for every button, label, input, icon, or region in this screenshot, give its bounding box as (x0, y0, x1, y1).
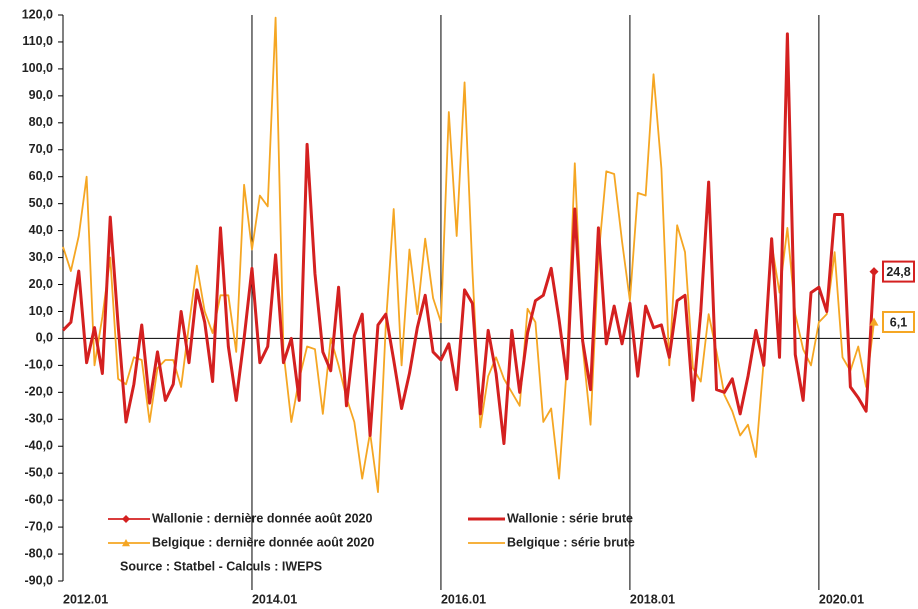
y-tick-label: -40,0 (25, 439, 54, 453)
y-tick-label: 100,0 (22, 61, 53, 75)
x-tick-label: 2018.01 (630, 592, 675, 606)
legend-label: Wallonie : série brute (507, 511, 633, 525)
legend-marker (122, 515, 130, 523)
y-tick-label: -90,0 (25, 573, 54, 587)
source-note: Source : Statbel - Calculs : IWEPS (120, 559, 322, 573)
value-label-frame (882, 310, 915, 333)
y-tick-label: 10,0 (29, 304, 53, 318)
y-tick-label: -70,0 (25, 519, 54, 533)
y-tick-label: 110,0 (22, 34, 53, 48)
legend-marker (122, 539, 130, 547)
value-label-frame (882, 260, 915, 283)
y-tick-label: 20,0 (29, 277, 53, 291)
y-tick-label: 30,0 (29, 250, 53, 264)
value-label: 24,8 (886, 265, 910, 279)
value-label-box: 24,8 (882, 260, 915, 283)
y-tick-label: 40,0 (29, 223, 53, 237)
y-tick-label: -30,0 (25, 412, 54, 426)
value-label-box: 6,1 (882, 310, 915, 333)
y-tick-label: -50,0 (25, 465, 54, 479)
x-tick-label: 2014.01 (252, 592, 297, 606)
x-tick-label: 2020.01 (819, 592, 864, 606)
legend-label: Belgique : série brute (507, 535, 635, 549)
y-tick-label: 60,0 (29, 169, 53, 183)
y-tick-label: 70,0 (29, 142, 53, 156)
value-label: 6,1 (890, 315, 907, 329)
y-tick-label: -60,0 (25, 492, 54, 506)
y-tick-label: -80,0 (25, 546, 54, 560)
y-tick-label: 120,0 (22, 7, 53, 21)
x-tick-label: 2012.01 (63, 592, 108, 606)
y-tick-label: 0,0 (36, 331, 53, 345)
y-tick-label: -10,0 (25, 358, 54, 372)
legend-label: Wallonie : dernière donnée août 2020 (152, 511, 372, 525)
y-tick-label: 90,0 (29, 88, 53, 102)
marker (869, 267, 879, 277)
series-line (61, 32, 876, 446)
y-tick-label: 50,0 (29, 196, 53, 210)
marker (869, 317, 879, 326)
y-tick-label: -20,0 (25, 385, 54, 399)
legend-label: Belgique : dernière donnée août 2020 (152, 535, 374, 549)
y-tick-label: 80,0 (29, 115, 53, 129)
x-tick-label: 2016.01 (441, 592, 486, 606)
series-line (62, 16, 875, 493)
